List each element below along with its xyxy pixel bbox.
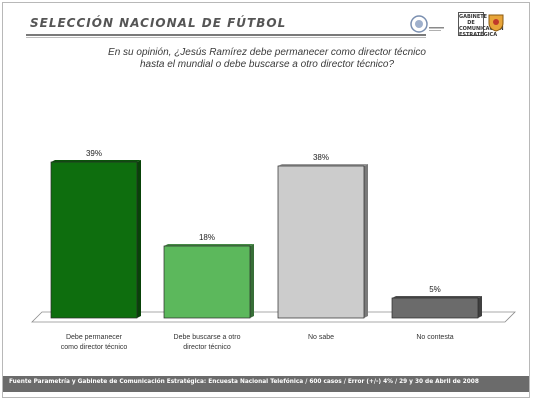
shield-logo-icon xyxy=(488,14,504,32)
question-line-2: hasta el mundial o debe buscarse a otro … xyxy=(139,59,395,70)
bar-2 xyxy=(277,165,365,319)
bar-0 xyxy=(50,161,138,319)
bar-side-1 xyxy=(250,244,254,318)
bar-3 xyxy=(391,297,479,319)
title-underline xyxy=(26,34,426,36)
gabinete-logo: GABINETE DE COMUNICACIÓN ESTRATÉGICA xyxy=(458,12,504,38)
bar-side-0 xyxy=(137,160,141,318)
survey-question: En su opinión, ¿Jesús Ramírez debe perma… xyxy=(60,47,474,71)
category-label-2-0: No sabe xyxy=(308,334,334,341)
slide-title: SELECCIÓN NACIONAL DE FÚTBOL xyxy=(30,16,287,30)
category-label-0-0: Debe permanecer xyxy=(66,334,123,341)
bar-top-2 xyxy=(278,164,368,166)
bar-1 xyxy=(163,245,251,319)
bar-top-1 xyxy=(164,244,254,246)
question-line-1: En su opinión, ¿Jesús Ramírez debe perma… xyxy=(108,47,426,58)
footer-bar: Fuente Parametría y Gabinete de Comunica… xyxy=(3,376,529,392)
title-underline-thin xyxy=(26,37,426,38)
category-label-0-1: como director técnico xyxy=(61,344,128,351)
value-label-1: 18% xyxy=(199,233,215,242)
bar-side-3 xyxy=(478,296,482,318)
value-label-3: 5% xyxy=(429,285,441,294)
category-label-1-0: Debe buscarse a otro xyxy=(174,334,241,341)
value-label-0: 39% xyxy=(86,149,102,158)
footer-source: Fuente Parametría y Gabinete de Comunica… xyxy=(9,379,479,385)
bar-top-0 xyxy=(51,160,141,162)
value-label-2: 38% xyxy=(313,153,329,162)
parametria-logo-icon xyxy=(410,15,444,33)
category-label-1-1: director técnico xyxy=(183,344,231,351)
category-label-3-0: No contesta xyxy=(416,334,453,341)
bar-side-2 xyxy=(364,164,368,318)
bar-top-3 xyxy=(392,296,482,298)
